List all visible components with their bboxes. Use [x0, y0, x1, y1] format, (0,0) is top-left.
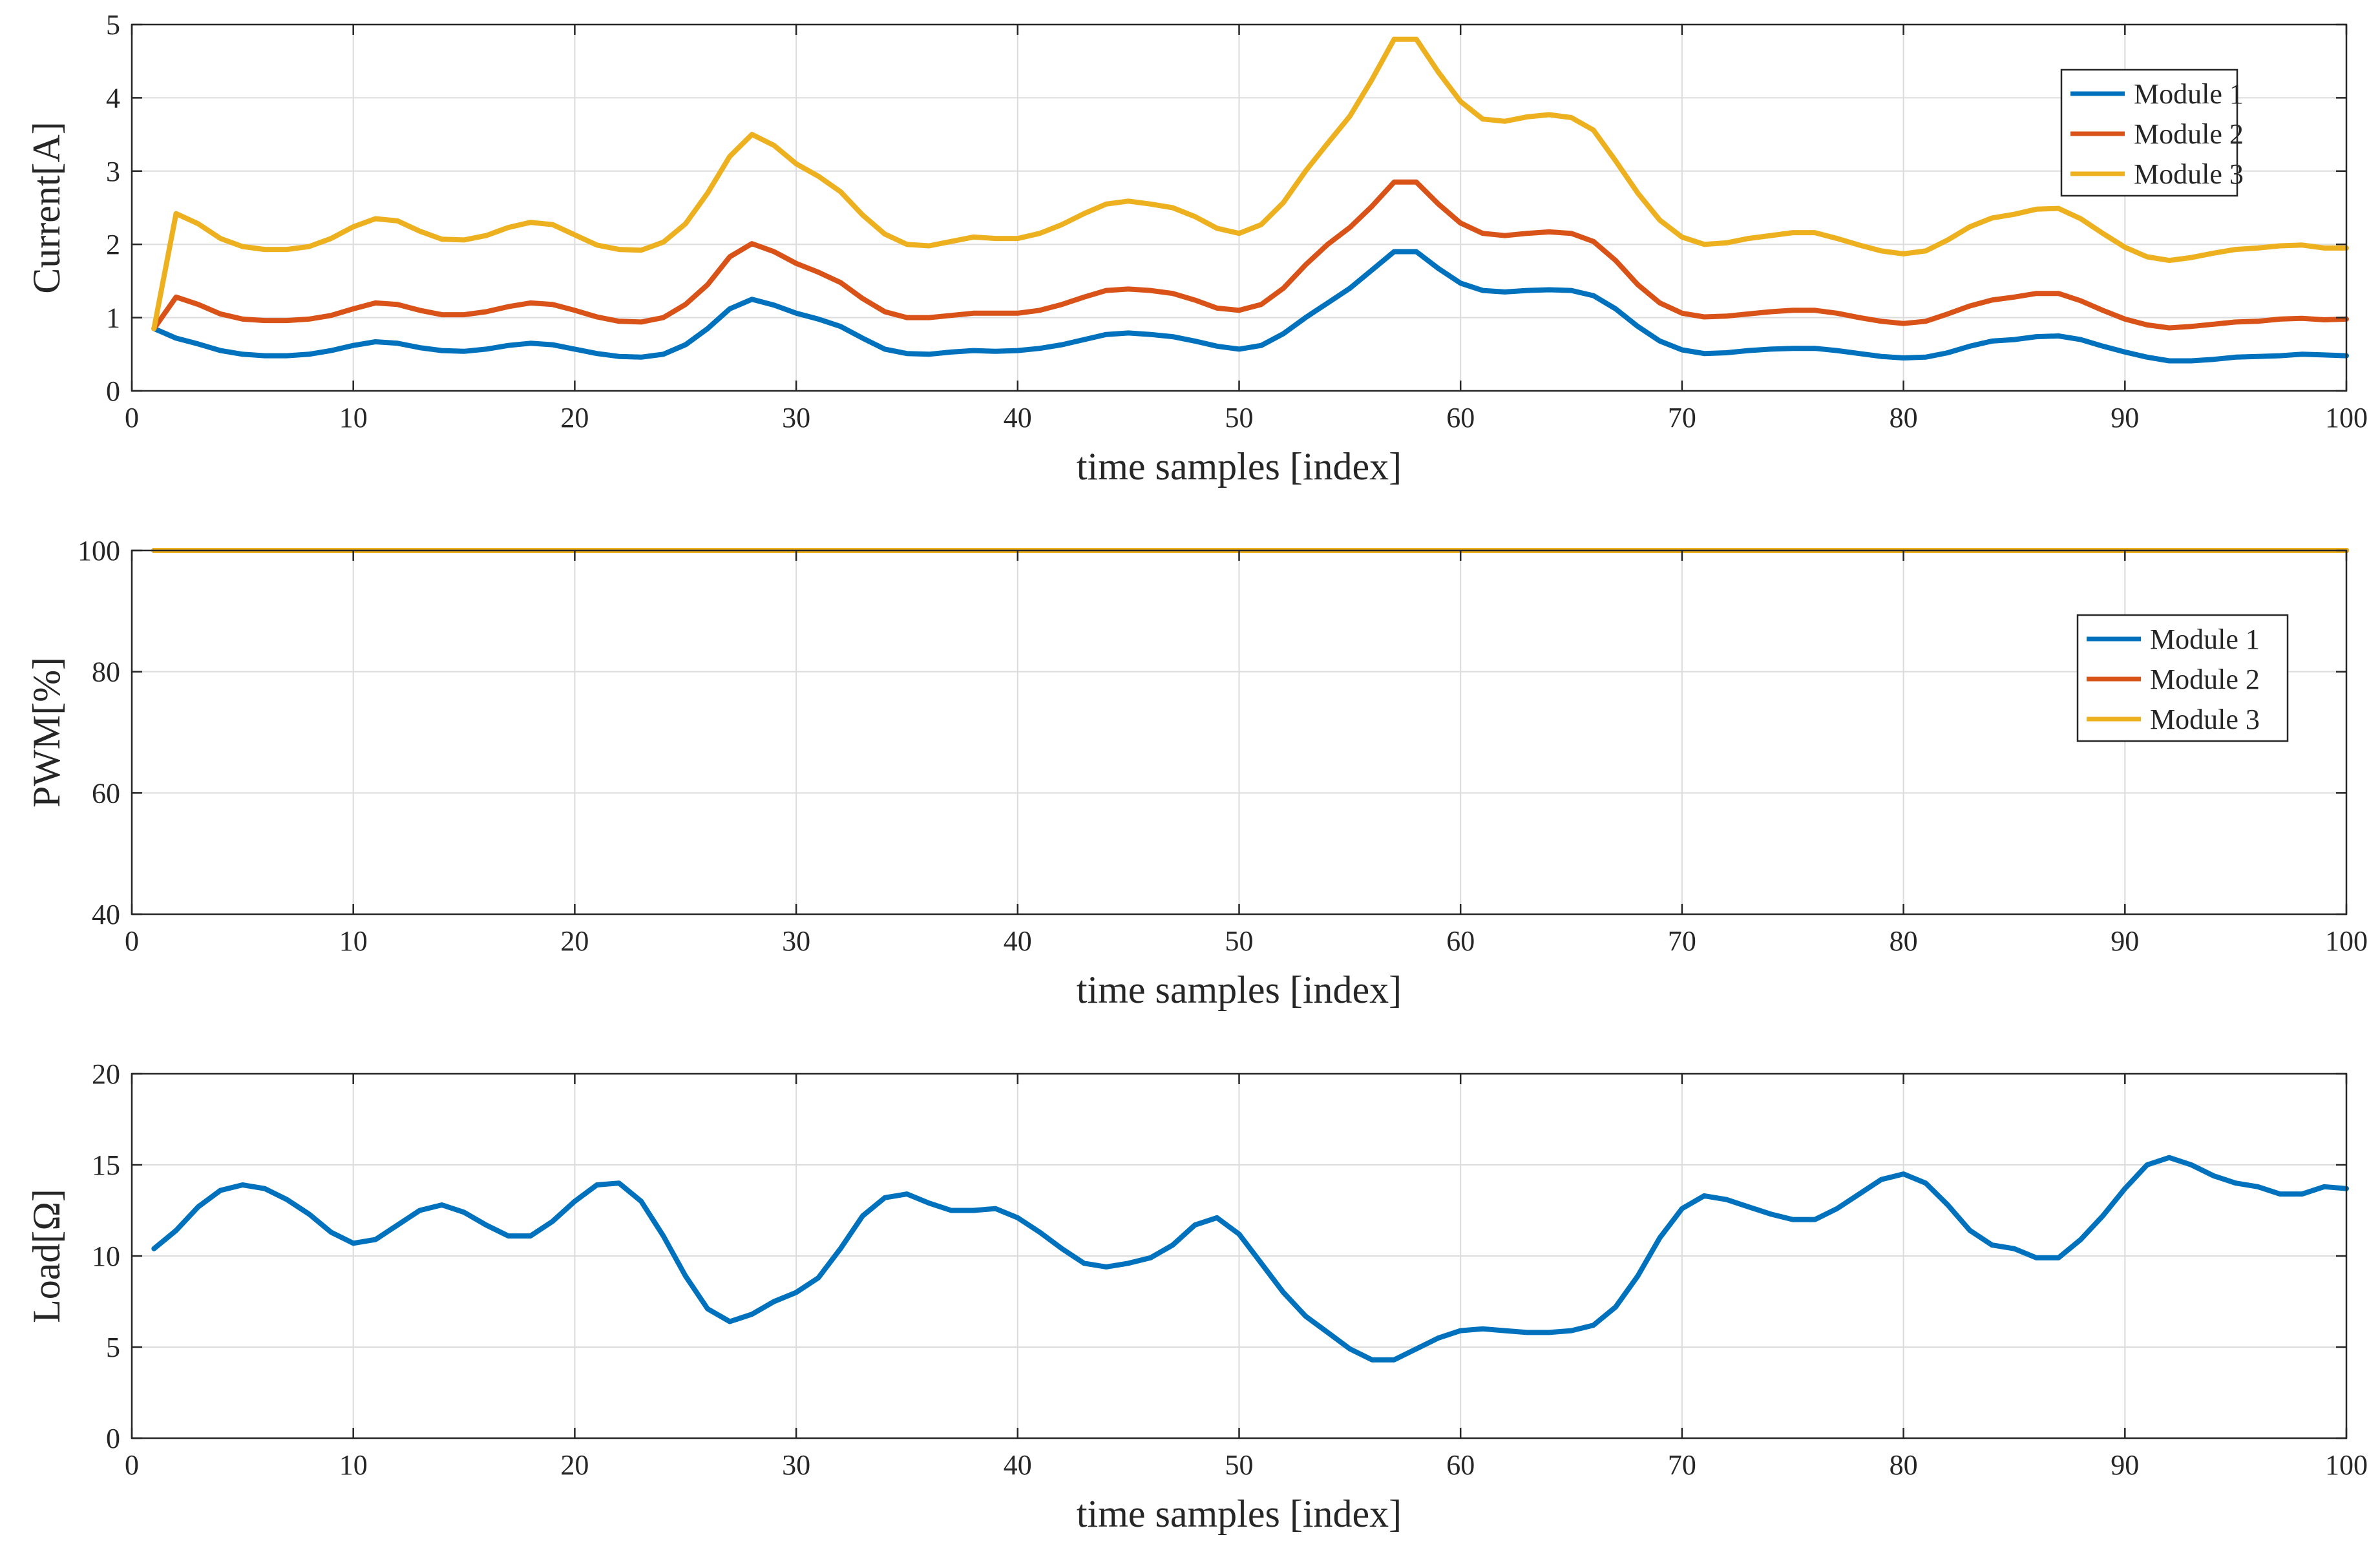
- current-legend-label-module-1: Module 1: [2134, 78, 2244, 110]
- current-y-tick-label-1: 1: [106, 302, 120, 334]
- current-series-module-3: [151, 36, 2349, 331]
- pwm-x-tick-label-10: 10: [339, 925, 368, 957]
- current-x-tick-label-20: 20: [560, 402, 589, 434]
- load-x-tick-label-100: 100: [2325, 1449, 2368, 1481]
- pwm-legend-label-module-1: Module 1: [2150, 623, 2260, 655]
- pwm-y-tick-label-40: 40: [92, 899, 120, 930]
- load-series-load: [151, 1155, 2349, 1363]
- load-x-tick-label-70: 70: [1668, 1449, 1696, 1481]
- pwm-x-tick-label-50: 50: [1225, 925, 1254, 957]
- pwm-x-tick-label-20: 20: [560, 925, 589, 957]
- current-x-tick-label-60: 60: [1446, 402, 1475, 434]
- pwm-x-tick-label-40: 40: [1004, 925, 1032, 957]
- pwm-legend-label-module-3: Module 3: [2150, 704, 2260, 735]
- pwm-x-tick-label-0: 0: [125, 925, 139, 957]
- current-x-tick-label-90: 90: [2111, 402, 2139, 434]
- current-chart-panel: 0 10 20 30 40 50 60 70 80 90 100 0 1 2 3 4 5 time sample…: [25, 9, 2368, 488]
- pwm-legend-label-module-2: Module 2: [2150, 664, 2260, 695]
- load-y-tick-label-15: 15: [92, 1149, 120, 1181]
- load-y-tick-label-10: 10: [92, 1240, 120, 1272]
- pwm-x-tick-label-30: 30: [782, 925, 810, 957]
- pwm-x-tick-label-70: 70: [1668, 925, 1696, 957]
- load-y-tick-label-0: 0: [106, 1423, 120, 1454]
- pwm-y-tick-label-100: 100: [78, 535, 120, 567]
- current-ticks: 0 10 20 30 40 50 60 70 80 90 100 0 1 2 3 4 5: [106, 9, 2368, 434]
- pwm-y-tick-label-80: 80: [92, 656, 120, 688]
- load-ticks: 0 10 20 30 40 50 60 70 80 90 100 0 5 10 15 20: [92, 1058, 2368, 1481]
- load-chart-panel: 0 10 20 30 40 50 60 70 80 90 100 0 5 10 15 20 time samp…: [25, 1058, 2368, 1535]
- load-y-axis-label: Load[Ω]: [25, 1189, 68, 1323]
- pwm-legend: Module 1 Module 2 Module 3: [2076, 614, 2289, 742]
- current-x-tick-label-0: 0: [125, 402, 139, 434]
- current-y-axis-label: Current[A]: [25, 121, 68, 294]
- current-x-tick-label-100: 100: [2325, 402, 2368, 434]
- pwm-x-tick-label-90: 90: [2111, 925, 2139, 957]
- current-legend: Module 1 Module 2 Module 3: [2060, 68, 2244, 197]
- current-x-tick-label-80: 80: [1890, 402, 1918, 434]
- current-x-tick-label-10: 10: [339, 402, 368, 434]
- load-x-tick-label-10: 10: [339, 1449, 368, 1481]
- load-x-axis-label: time samples [index]: [1077, 1492, 1402, 1535]
- load-x-tick-label-0: 0: [125, 1449, 139, 1481]
- load-series-group: [151, 1155, 2349, 1363]
- current-legend-label-module-2: Module 2: [2134, 118, 2244, 150]
- current-y-tick-label-0: 0: [106, 375, 120, 407]
- current-x-tick-label-30: 30: [782, 402, 810, 434]
- load-y-tick-label-20: 20: [92, 1058, 120, 1090]
- current-y-tick-label-3: 3: [106, 156, 120, 187]
- load-x-tick-label-30: 30: [782, 1449, 810, 1481]
- pwm-x-tick-label-60: 60: [1446, 925, 1475, 957]
- pwm-x-tick-label-80: 80: [1890, 925, 1918, 957]
- current-series-module-2: [151, 179, 2349, 331]
- current-x-tick-label-40: 40: [1004, 402, 1032, 434]
- pwm-x-axis-label: time samples [index]: [1077, 968, 1402, 1011]
- pwm-y-tick-label-60: 60: [92, 777, 120, 809]
- current-x-tick-label-70: 70: [1668, 402, 1696, 434]
- pwm-chart-panel: 0 10 20 30 40 50 60 70 80 90 100 40 60 80 100 time sam…: [25, 535, 2368, 1011]
- pwm-y-axis-label: PWM[%]: [25, 657, 68, 808]
- current-x-axis-label: time samples [index]: [1077, 445, 1402, 488]
- current-y-tick-label-4: 4: [106, 82, 120, 114]
- current-y-tick-label-5: 5: [106, 9, 120, 41]
- pwm-x-tick-label-100: 100: [2325, 925, 2368, 957]
- pwm-ticks: 0 10 20 30 40 50 60 70 80 90 100 40 60 80 100: [78, 535, 2368, 957]
- load-x-tick-label-50: 50: [1225, 1449, 1254, 1481]
- load-y-tick-label-5: 5: [106, 1332, 120, 1363]
- load-x-tick-label-80: 80: [1890, 1449, 1918, 1481]
- load-x-tick-label-90: 90: [2111, 1449, 2139, 1481]
- load-x-tick-label-40: 40: [1004, 1449, 1032, 1481]
- current-x-tick-label-50: 50: [1225, 402, 1254, 434]
- current-series-module-1: [151, 249, 2349, 364]
- current-series-group: [151, 36, 2349, 364]
- current-legend-label-module-3: Module 3: [2134, 158, 2244, 190]
- current-y-tick-label-2: 2: [106, 229, 120, 260]
- load-x-tick-label-20: 20: [560, 1449, 589, 1481]
- load-x-tick-label-60: 60: [1446, 1449, 1475, 1481]
